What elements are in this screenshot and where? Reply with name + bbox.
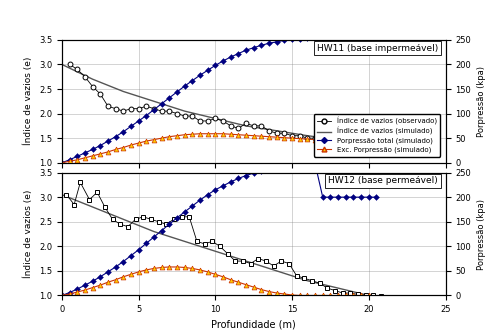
Text: HW11 (base impermeável): HW11 (base impermeável) (317, 43, 438, 52)
Y-axis label: Porpressão (kpa): Porpressão (kpa) (477, 66, 486, 137)
Legend: Índice de vazios (observado), Índice de vazios (simulado), Porpressão total (sim: Índice de vazios (observado), Índice de … (314, 114, 440, 157)
Y-axis label: Índice de vazios (e): Índice de vazios (e) (24, 57, 33, 145)
Text: HW12 (base permeável): HW12 (base permeável) (328, 176, 438, 185)
Y-axis label: Índice de vazios (e): Índice de vazios (e) (24, 190, 33, 278)
Y-axis label: Porpressão (kpa): Porpressão (kpa) (477, 199, 486, 270)
X-axis label: Profundidade (m): Profundidade (m) (211, 320, 296, 330)
